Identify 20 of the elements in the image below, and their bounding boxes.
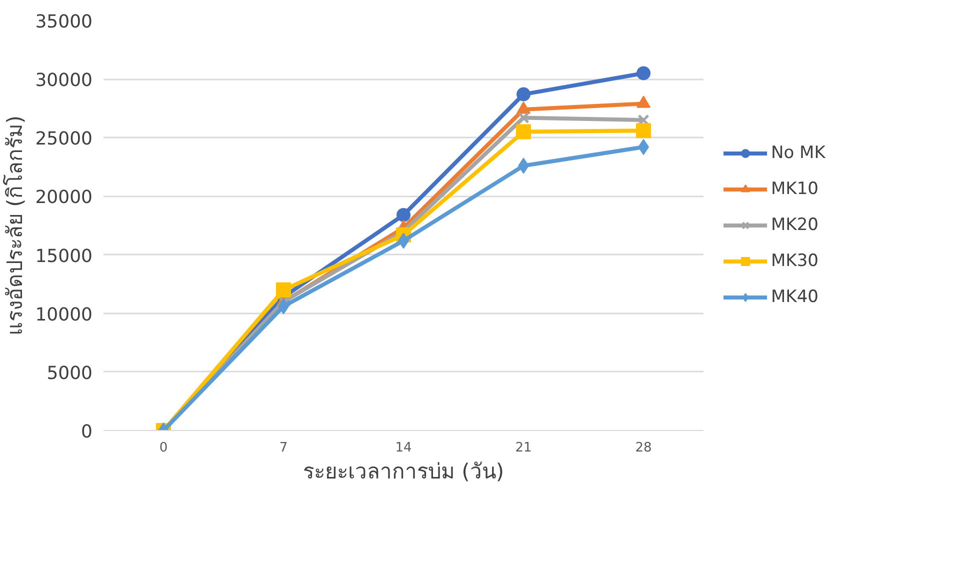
legend-label: MK20 (771, 215, 818, 235)
y-axis-title: แรงอัดประลัย (กิโลกรัม) (3, 115, 28, 336)
y-tick-label: 35000 (35, 12, 93, 32)
x-tick-label: 7 (279, 440, 288, 456)
y-tick-label: 25000 (35, 128, 93, 150)
x-tick-label: 21 (515, 440, 532, 456)
x-tick-label: 14 (395, 440, 412, 456)
y-tick-label: 30000 (35, 70, 93, 92)
x-tick-label: 0 (159, 440, 168, 456)
y-tick-label: 0 (81, 422, 92, 442)
y-tick-label: 20000 (35, 187, 93, 208)
x-tick-label: 28 (635, 440, 652, 456)
legend-label: MK30 (771, 251, 818, 271)
y-tick-label: 15000 (35, 246, 93, 267)
legend-label: No MK (771, 143, 826, 163)
legend-label: MK40 (771, 287, 818, 307)
y-tick-label: 10000 (35, 304, 93, 326)
legend-label: MK10 (771, 179, 818, 199)
x-axis-title: ระยะเวลาการบ่ม (วัน) (302, 460, 504, 484)
y-tick-label: 5000 (46, 362, 93, 384)
